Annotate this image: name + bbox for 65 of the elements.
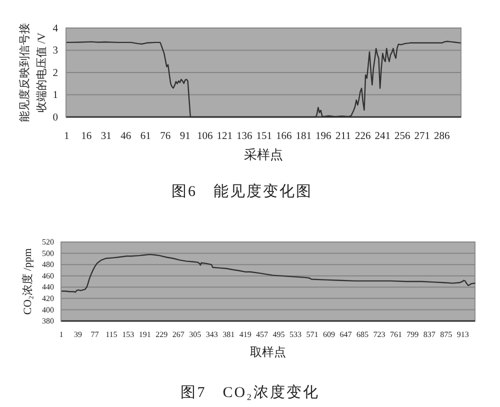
line-series: [60, 254, 476, 293]
y-tick-label: 2: [52, 68, 58, 79]
x-tick-label: 1: [59, 330, 64, 339]
x-tick-label: 495: [272, 330, 285, 339]
x-tick-label: 685: [356, 330, 368, 339]
x-axis-title: 采样点: [244, 147, 283, 162]
x-tick-label: 457: [256, 330, 268, 339]
y-tick-label: 480: [42, 260, 54, 270]
x-tick-label: 211: [335, 131, 351, 142]
x-tick-label: 343: [206, 330, 218, 339]
x-tick-label: 77: [90, 330, 99, 339]
x-tick-label: 761: [390, 330, 402, 339]
x-tick-label: 115: [106, 330, 118, 339]
x-tick-label: 16: [81, 131, 92, 142]
y-tick-label: 420: [42, 294, 54, 303]
text: 图7 CO₂浓度变化: [180, 384, 320, 401]
y-axis-title: 能见度反映到信号接收端的电压值 /V: [18, 23, 48, 122]
text: 图6 能见度变化图: [172, 183, 312, 200]
x-tick-label: 799: [406, 330, 419, 339]
x-tick-label: 61: [140, 131, 151, 142]
x-tick-label: 226: [355, 131, 371, 142]
x-tick-label: 241: [374, 131, 391, 142]
x-tick-label: 181: [296, 131, 312, 142]
x-tick-label: 106: [197, 131, 213, 142]
y-tick-label: 3: [52, 46, 58, 57]
x-tick-label: 31: [100, 131, 112, 142]
x-axis-title: 取样点: [250, 345, 286, 359]
x-tick-label: 153: [122, 330, 134, 339]
y-tick-label: 520: [42, 238, 54, 247]
y-tick-label: 440: [42, 282, 54, 292]
x-tick-label: 151: [256, 131, 272, 142]
x-tick-label: 39: [74, 330, 82, 339]
y-tick-label: 400: [42, 305, 54, 314]
x-tick-label: 875: [440, 330, 452, 339]
x-tick-label: 256: [394, 131, 410, 142]
x-tick-label: 229: [156, 330, 168, 339]
x-tick-label: 191: [138, 330, 151, 339]
x-tick-label: 267: [172, 330, 184, 339]
x-tick-label: 305: [189, 330, 202, 339]
x-tick-label: 76: [160, 131, 171, 142]
x-tick-label: 166: [276, 131, 292, 142]
x-tick-label: 91: [180, 131, 190, 142]
x-tick-label: 121: [216, 131, 233, 142]
x-tick-label: 419: [239, 330, 252, 339]
y-tick-label: 380: [42, 316, 54, 326]
x-tick-label: 1: [64, 131, 70, 142]
x-tick-label: 381: [222, 330, 235, 339]
y-axis-title: CO₂浓度 /ppm: [21, 248, 34, 315]
x-tick-label: 837: [423, 330, 436, 339]
x-tick-label: 647: [340, 330, 352, 339]
x-tick-label: 609: [323, 330, 335, 339]
y-tick-label: 4: [52, 23, 59, 34]
x-tick-label: 286: [434, 131, 450, 142]
y-tick-label: 500: [42, 248, 54, 258]
x-tick-label: 46: [120, 131, 132, 142]
x-tick-label: 723: [373, 330, 386, 339]
x-tick-label: 571: [306, 330, 318, 339]
y-tick-label: 0: [52, 112, 58, 124]
x-tick-label: 196: [316, 131, 332, 142]
y-tick-label: 460: [42, 271, 54, 280]
x-tick-label: 533: [290, 330, 302, 339]
x-tick-label: 136: [236, 131, 252, 142]
y-tick-label: 1: [52, 90, 58, 102]
x-tick-label: 913: [456, 330, 469, 339]
x-tick-label: 271: [414, 131, 430, 142]
